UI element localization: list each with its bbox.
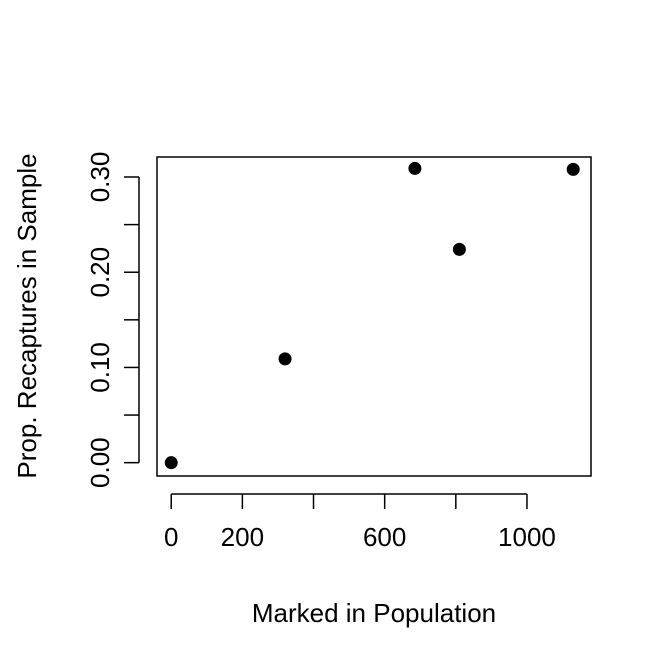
x-tick-label-0: 0 [164, 522, 178, 552]
data-point [452, 242, 466, 256]
x-tick-label-600: 600 [363, 522, 406, 552]
x-axis: 0 200 600 1000 [164, 493, 556, 552]
x-tick-label-200: 200 [221, 522, 264, 552]
y-axis-title: Prop. Recaptures in Sample [12, 153, 42, 478]
data-points [164, 161, 580, 470]
y-tick-label-0.3: 0.30 [85, 152, 115, 203]
y-axis: 0.00 0.10 0.20 0.30 [85, 152, 140, 488]
y-tick-label-0.2: 0.20 [85, 247, 115, 298]
y-tick-label-0: 0.00 [85, 437, 115, 488]
x-tick-label-1000: 1000 [498, 522, 556, 552]
plot-area-border [156, 156, 592, 477]
data-point [566, 162, 580, 176]
y-tick-label-0.1: 0.10 [85, 342, 115, 393]
data-point [278, 352, 292, 366]
data-point [164, 456, 178, 470]
x-axis-title: Marked in Population [252, 598, 496, 628]
data-point [408, 161, 422, 175]
